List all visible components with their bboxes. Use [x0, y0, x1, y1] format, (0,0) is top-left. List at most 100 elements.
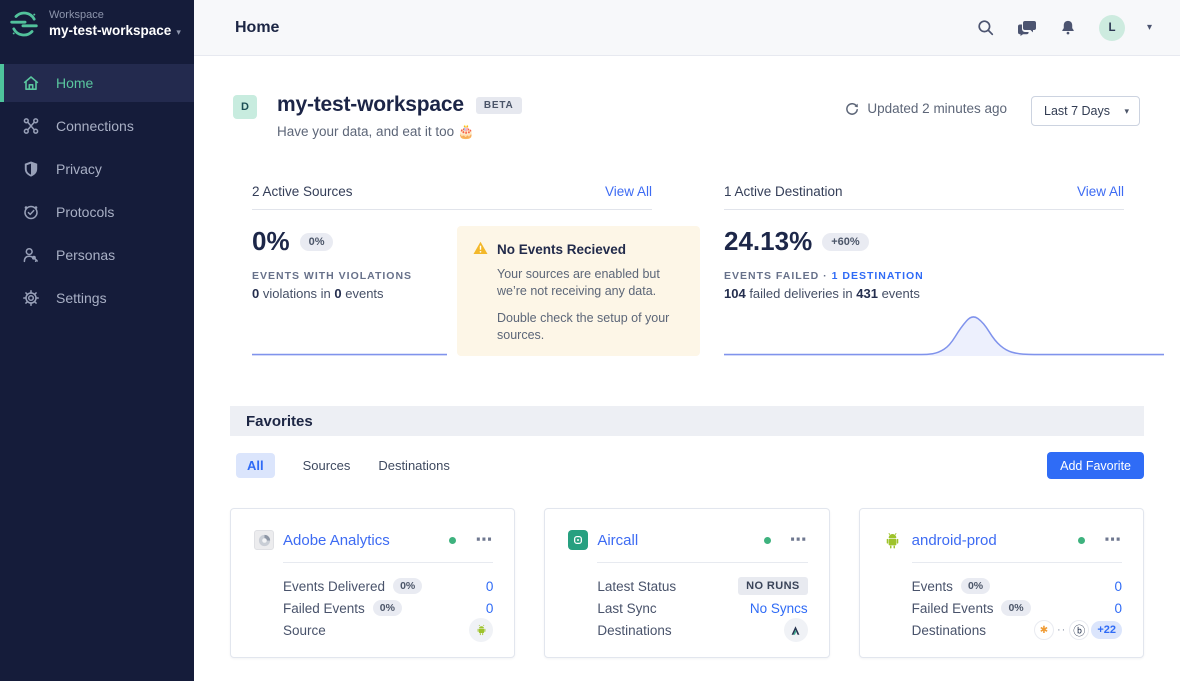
- row-label: Events: [911, 578, 953, 594]
- favorite-card-adobe-analytics: Adobe Analytics ⋯ Events Delivered 0% 0 …: [230, 508, 516, 658]
- destinations-panel-title: 1 Active Destination: [724, 184, 843, 199]
- sidebar-item-label: Connections: [56, 118, 134, 134]
- row-label: Last Sync: [597, 600, 657, 616]
- sidebar-item-label: Privacy: [56, 161, 102, 177]
- main-area: Home: [194, 0, 1180, 681]
- gear-icon: [23, 290, 39, 306]
- chevron-down-icon[interactable]: ▾: [1146, 22, 1152, 33]
- row-value-link[interactable]: 0: [485, 600, 494, 616]
- card-menu-icon[interactable]: ⋯: [475, 530, 494, 549]
- user-avatar[interactable]: L: [1098, 14, 1125, 41]
- sidebar-item-privacy[interactable]: Privacy: [0, 150, 194, 188]
- status-dot: [449, 536, 457, 544]
- favorite-card-aircall: Aircall ⋯ Latest Status NO RUNS Last Syn…: [544, 508, 830, 658]
- row-label: Latest Status: [597, 578, 677, 594]
- sidebar-item-connections[interactable]: Connections: [0, 107, 194, 145]
- events-failed-value: 24.13%: [724, 226, 813, 256]
- sidebar-item-label: Protocols: [56, 204, 115, 220]
- warning-triangle-icon: [473, 241, 488, 258]
- protocols-icon: [24, 205, 38, 220]
- chat-icon[interactable]: [1017, 18, 1037, 37]
- row-percent-badge: 0%: [393, 578, 423, 594]
- sources-panel: 2 Active Sources View All 0% 0% EVENTS W…: [252, 184, 700, 356]
- sidebar-item-label: Home: [56, 75, 94, 91]
- home-icon: [23, 76, 39, 90]
- sidebar-nav: Home Connections Privacy: [0, 64, 194, 317]
- workspace-title: my-test-workspace: [277, 93, 464, 116]
- events-failed-sparkline: [724, 316, 1164, 356]
- tab-sources[interactable]: Sources: [302, 458, 351, 473]
- sources-view-all-link[interactable]: View All: [604, 184, 652, 199]
- segment-logo-icon: [9, 9, 39, 42]
- events-failed-label: EVENTS FAILED · 1 DESTINATION: [724, 270, 924, 282]
- destination-link[interactable]: 1 DESTINATION: [831, 270, 924, 282]
- card-row: Destinations: [597, 618, 808, 642]
- card-row: Source: [283, 618, 494, 642]
- destination-icons-cluster: ✱ ·· ⓑ +22: [1033, 620, 1122, 640]
- destinations-overflow-count[interactable]: +22: [1091, 621, 1122, 639]
- row-label: Failed Events: [911, 600, 994, 616]
- row-percent-badge: 0%: [960, 578, 991, 594]
- refresh-icon[interactable]: [845, 102, 859, 116]
- violations-label: EVENTS WITH VIOLATIONS: [252, 270, 413, 282]
- topbar: Home: [194, 0, 1180, 56]
- workspace-avatar: D: [233, 95, 257, 119]
- sidebar-item-label: Personas: [56, 247, 116, 263]
- row-value-link[interactable]: 0: [1114, 578, 1122, 594]
- destinations-panel: 1 Active Destination View All 24.13% +60…: [724, 184, 1164, 356]
- notifications-icon[interactable]: [1059, 18, 1077, 37]
- tab-destinations[interactable]: Destinations: [378, 458, 450, 473]
- violations-value: 0%: [252, 226, 290, 256]
- row-value-link[interactable]: 0: [485, 578, 494, 594]
- divider: [911, 562, 1122, 563]
- time-range-value: Last 7 Days: [1044, 104, 1111, 118]
- card-title-link[interactable]: Aircall: [597, 531, 639, 549]
- card-menu-icon[interactable]: ⋯: [789, 530, 808, 549]
- add-favorite-button[interactable]: Add Favorite: [1047, 452, 1144, 479]
- tab-all[interactable]: All: [236, 453, 275, 478]
- divider: [252, 209, 652, 210]
- no-runs-badge: NO RUNS: [738, 577, 808, 595]
- warning-body: Your sources are enabled but we’re not r…: [497, 267, 670, 342]
- android-source-icon[interactable]: [469, 618, 494, 642]
- sidebar-item-protocols[interactable]: Protocols: [0, 193, 194, 231]
- violations-detail: 0 violations in 0 events: [252, 286, 384, 301]
- row-value-link[interactable]: No Syncs: [749, 600, 808, 616]
- violations-delta-badge: 0%: [299, 232, 334, 251]
- sidebar-item-settings[interactable]: Settings: [0, 279, 194, 317]
- workspace-switcher[interactable]: Workspace my-test-workspace ▾: [0, 0, 194, 50]
- time-range-select[interactable]: Last 7 Days ▾: [1031, 96, 1140, 126]
- personas-icon: [23, 247, 38, 263]
- search-icon[interactable]: [976, 18, 995, 37]
- android-logo-icon: [883, 530, 903, 550]
- favorites-header-band: Favorites: [230, 406, 1144, 436]
- row-label: Events Delivered: [283, 578, 386, 594]
- card-title-link[interactable]: Adobe Analytics: [283, 531, 390, 549]
- ellipsis-icon: ··: [1056, 624, 1067, 636]
- aircall-logo-icon: [568, 530, 589, 550]
- beta-badge: BETA: [475, 96, 522, 114]
- card-title-link[interactable]: android-prod: [911, 531, 997, 549]
- stats-section: 2 Active Sources View All 0% 0% EVENTS W…: [194, 140, 1180, 356]
- sidebar-item-personas[interactable]: Personas: [0, 236, 194, 274]
- no-events-warning: No Events Recieved Your sources are enab…: [457, 226, 700, 356]
- sources-panel-title: 2 Active Sources: [252, 184, 353, 199]
- favorites-heading: Favorites: [246, 412, 313, 430]
- destination-logo-2-icon[interactable]: ⓑ: [1069, 620, 1090, 640]
- sidebar-item-home[interactable]: Home: [0, 64, 194, 102]
- sidebar-item-label: Settings: [56, 290, 107, 306]
- connections-icon: [23, 118, 39, 134]
- card-menu-icon[interactable]: ⋯: [1103, 530, 1122, 549]
- destination-logo-1-icon[interactable]: ✱: [1033, 620, 1054, 640]
- adobe-analytics-logo-icon: [254, 530, 274, 550]
- content: D my-test-workspace BETA Have your data,…: [194, 56, 1180, 681]
- updated-status: Updated 2 minutes ago: [845, 101, 1007, 116]
- divider: [724, 209, 1124, 210]
- destination-a-logo-icon[interactable]: [783, 618, 808, 642]
- status-dot: [1077, 536, 1085, 544]
- row-value-link[interactable]: 0: [1114, 600, 1122, 616]
- destinations-view-all-link[interactable]: View All: [1076, 184, 1124, 199]
- card-row: Events Delivered 0% 0: [283, 575, 493, 597]
- divider: [597, 562, 808, 563]
